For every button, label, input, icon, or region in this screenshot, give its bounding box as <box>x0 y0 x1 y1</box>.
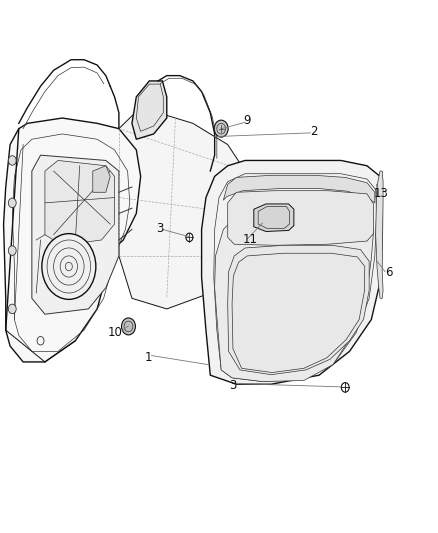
Polygon shape <box>254 204 294 231</box>
Polygon shape <box>376 171 383 298</box>
Text: 10: 10 <box>108 326 123 340</box>
Polygon shape <box>32 155 119 314</box>
Polygon shape <box>119 108 245 309</box>
Circle shape <box>8 246 16 255</box>
Text: 9: 9 <box>244 114 251 127</box>
Polygon shape <box>201 160 382 384</box>
Polygon shape <box>4 118 141 362</box>
Circle shape <box>214 120 228 137</box>
Polygon shape <box>45 160 115 245</box>
Circle shape <box>42 233 96 300</box>
Polygon shape <box>228 245 369 375</box>
Text: 3: 3 <box>229 379 237 392</box>
Circle shape <box>8 156 16 165</box>
Polygon shape <box>228 191 374 245</box>
Text: 3: 3 <box>156 222 164 235</box>
Polygon shape <box>93 166 110 192</box>
Circle shape <box>8 304 16 314</box>
Circle shape <box>8 198 16 208</box>
Text: 1: 1 <box>144 351 152 364</box>
Text: 6: 6 <box>385 266 392 279</box>
Text: 2: 2 <box>310 125 318 138</box>
Text: 11: 11 <box>243 233 258 246</box>
Circle shape <box>121 318 135 335</box>
Polygon shape <box>215 204 374 382</box>
Polygon shape <box>223 175 375 203</box>
Polygon shape <box>132 81 167 139</box>
Text: 13: 13 <box>374 188 389 200</box>
